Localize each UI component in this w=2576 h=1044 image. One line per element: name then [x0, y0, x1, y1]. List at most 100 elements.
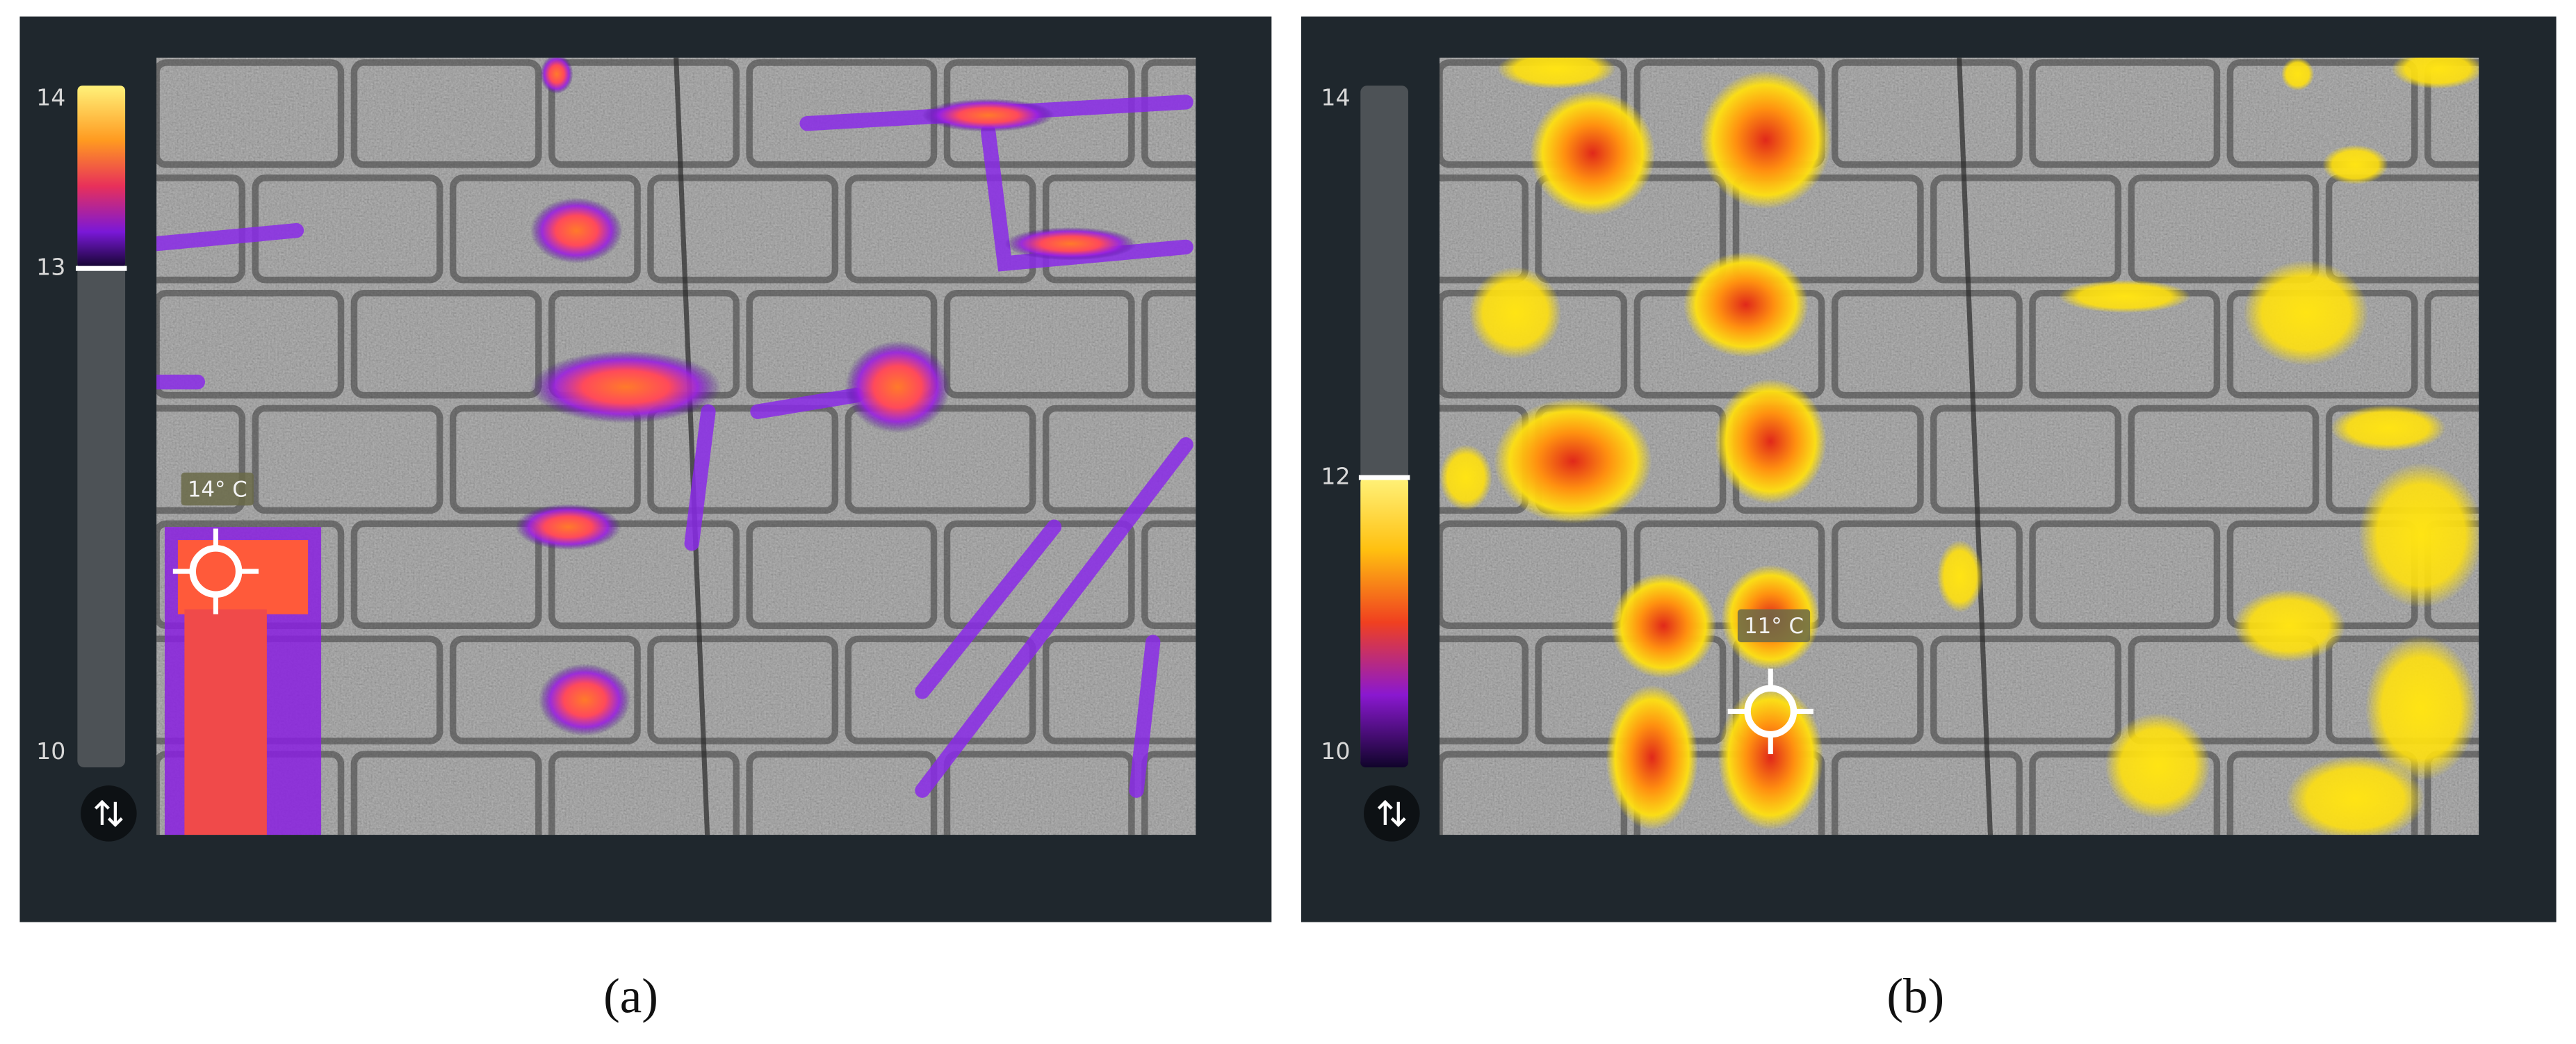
- heat-area: [2058, 279, 2191, 313]
- mortar-heat: [684, 404, 716, 551]
- heat-area: [1699, 70, 1832, 209]
- brick-outline: [156, 289, 345, 399]
- heat-area: [1683, 252, 1809, 358]
- scale-label: 14: [1321, 84, 1350, 111]
- brick-outline: [1930, 405, 2121, 514]
- heat-area: [1004, 227, 1136, 261]
- heat-area: [1497, 57, 1616, 89]
- heat-area: [530, 350, 722, 423]
- brick-outline: [1141, 520, 1196, 629]
- heat-area: [1611, 573, 1717, 679]
- brick-outline: [1141, 289, 1196, 399]
- spot-label: 14° C: [188, 477, 247, 502]
- mortar-heat: [750, 387, 864, 419]
- brick-outline: [2029, 59, 2221, 168]
- swap-icon: [94, 799, 123, 827]
- brick-outline: [449, 635, 641, 744]
- heat-area: [184, 609, 267, 835]
- heat-area: [1606, 685, 1699, 831]
- scale-label: 14: [36, 84, 65, 111]
- scale-label: 10: [1321, 737, 1350, 765]
- heat-area: [1469, 266, 1562, 359]
- image-texture: [156, 57, 1196, 835]
- brick-outline: [845, 174, 1036, 284]
- mortar-heat: [915, 437, 1193, 798]
- heat-area: [1494, 398, 1652, 524]
- brick-outline: [2424, 289, 2479, 399]
- mortar-heat: [156, 223, 304, 252]
- brick-outline: [647, 405, 839, 514]
- heat-area: [2391, 57, 2479, 89]
- heat-area: [1714, 378, 1827, 504]
- heat-area: [2285, 756, 2424, 835]
- spot-crosshair: [1727, 668, 1813, 755]
- brick-outline: [1440, 635, 1529, 744]
- mortar-heat: [1129, 635, 1161, 798]
- heat-area: [2233, 589, 2346, 662]
- swap-button[interactable]: [81, 785, 137, 842]
- thermal-image: [156, 57, 1196, 835]
- heat-area: [2322, 145, 2388, 185]
- heat-area: [2330, 405, 2446, 452]
- heat-area: [845, 341, 951, 434]
- brick-outline: [647, 635, 839, 744]
- brick-outline: [252, 405, 443, 514]
- brick-outline: [350, 59, 542, 168]
- brick-outline: [350, 520, 542, 629]
- heat-area: [177, 540, 309, 614]
- heat-area: [2365, 635, 2477, 781]
- panel: 14 13 10 14° C (a): [19, 16, 1272, 1024]
- scale-gradient: [77, 85, 126, 269]
- brick-outline: [746, 520, 938, 629]
- brick-outline: [548, 751, 740, 835]
- brick-outline: [746, 751, 938, 835]
- caption: (b): [1886, 970, 1944, 1024]
- brick-outline: [2128, 405, 2320, 514]
- brick-outline: [647, 174, 839, 284]
- heat-area: [1530, 90, 1656, 216]
- heat-area: [1937, 540, 1983, 613]
- heat-area: [2105, 712, 2210, 819]
- brick-outline: [350, 751, 542, 835]
- heat-area: [922, 99, 1054, 132]
- brick-outline: [449, 174, 641, 284]
- brick-outline: [1732, 174, 1924, 284]
- heat-area: [530, 197, 623, 264]
- brick-outline: [1440, 520, 1628, 629]
- brick-outline: [156, 59, 345, 168]
- brick-outline: [548, 59, 740, 168]
- brick-outline: [2325, 174, 2479, 284]
- brick-outline: [2029, 520, 2221, 629]
- heat-area: [2358, 462, 2479, 608]
- heat-area: [2243, 260, 2369, 366]
- brick-outline: [156, 405, 246, 514]
- brick-outline: [2424, 751, 2479, 835]
- swap-button[interactable]: [1364, 785, 1420, 842]
- brick-outline: [2128, 635, 2320, 744]
- brick-outline: [1732, 635, 1924, 744]
- brick-outline: [548, 520, 740, 629]
- swap-button-circle: [1364, 785, 1420, 842]
- brick-outline: [1831, 289, 2023, 399]
- brick-outline: [2128, 174, 2320, 284]
- scale-gradient: [1360, 478, 1408, 767]
- corner-edge: [674, 57, 710, 835]
- brick-outline: [1141, 751, 1196, 835]
- corner-edge: [1957, 57, 1994, 835]
- spot-label-box: [1737, 609, 1811, 642]
- heat-area: [515, 503, 621, 550]
- mortar-heat: [915, 519, 1062, 699]
- heat-area: [540, 57, 573, 95]
- heat-area: [2281, 57, 2315, 91]
- thermal-image: [1440, 57, 2479, 835]
- brick-outline: [1440, 174, 1529, 284]
- caption: (a): [603, 970, 658, 1024]
- scale-label: 12: [1321, 463, 1350, 490]
- heat-area: [1718, 685, 1824, 831]
- scale-label: 10: [36, 737, 65, 765]
- brick-outline: [1930, 174, 2121, 284]
- brick-outline: [943, 751, 1135, 835]
- brick-outline: [943, 289, 1135, 399]
- brick-outline: [1831, 751, 2023, 835]
- spot-crosshair: [172, 528, 259, 614]
